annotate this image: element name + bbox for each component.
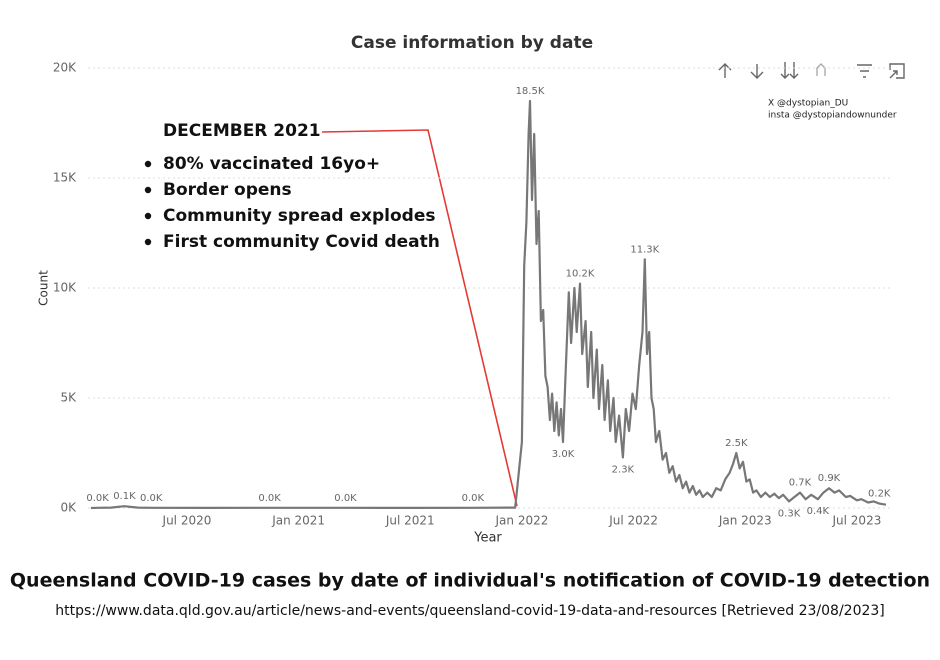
bullet-text: First community Covid death xyxy=(163,232,440,252)
data-label: 0.3K xyxy=(778,508,801,519)
x-tick-label: Jul 2021 xyxy=(385,514,435,528)
x-tick-label: Jul 2020 xyxy=(162,514,212,528)
data-label: 0.0K xyxy=(86,493,109,504)
bullet-text: Border opens xyxy=(163,180,292,200)
data-label: 0.7K xyxy=(789,478,812,489)
bullet-text: Community spread explodes xyxy=(163,206,436,226)
data-label: 18.5K xyxy=(516,86,545,97)
x-tick-label: Jul 2023 xyxy=(832,514,882,528)
bullet-dot xyxy=(144,238,152,246)
toolbar xyxy=(718,62,905,79)
data-label: 10.2K xyxy=(566,269,595,280)
icon-filter[interactable] xyxy=(857,64,872,78)
data-label: 0.1K xyxy=(113,491,136,502)
annotation-line xyxy=(321,129,518,507)
data-label: 0.0K xyxy=(334,493,357,504)
data-label: 0.0K xyxy=(140,493,163,504)
y-tick-label: 5K xyxy=(60,391,77,405)
data-label: 0.9K xyxy=(818,473,841,484)
data-label: 0.0K xyxy=(462,493,485,504)
data-label: 11.3K xyxy=(630,244,659,255)
y-tick-label: 15K xyxy=(53,171,77,185)
data-label: 2.5K xyxy=(725,438,748,449)
y-tick-label: 0K xyxy=(60,501,77,515)
caption: Queensland COVID-19 cases by date of ind… xyxy=(10,570,930,592)
x-tick-label: Jan 2021 xyxy=(271,514,325,528)
bullet-dot xyxy=(144,186,152,194)
chart-title: Case information by date xyxy=(351,33,593,53)
data-label: 3.0K xyxy=(552,449,575,460)
bullet-dot xyxy=(144,160,152,168)
watermark: X @dystopian_DU xyxy=(768,99,848,109)
data-label: 0.2K xyxy=(868,489,891,500)
x-tick-label: Jan 2023 xyxy=(718,514,772,528)
annotation-heading: DECEMBER 2021 xyxy=(163,121,321,141)
icon-focus[interactable] xyxy=(889,63,905,79)
y-tick-label: 10K xyxy=(53,281,77,295)
bullet-dot xyxy=(144,212,152,220)
watermark: insta @dystopiandownunder xyxy=(768,111,897,121)
icon-expand-all[interactable] xyxy=(780,62,799,79)
annotation-list: 80% vaccinated 16yo+ Border opens Communit… xyxy=(144,154,440,252)
bullet-text: 80% vaccinated 16yo+ xyxy=(163,154,380,174)
x-tick-label: Jul 2022 xyxy=(608,514,658,528)
icon-drill[interactable] xyxy=(816,63,826,76)
data-label: 0.0K xyxy=(258,493,281,504)
data-label: 0.4K xyxy=(807,506,830,517)
data-label: 2.3K xyxy=(612,464,635,475)
icon-up[interactable] xyxy=(718,63,732,78)
icon-down[interactable] xyxy=(750,64,764,79)
y-tick-label: 20K xyxy=(53,61,77,75)
x-axis-label: Year xyxy=(473,531,502,546)
source: https://www.data.qld.gov.au/article/news… xyxy=(55,603,885,619)
x-tick-label: Jan 2022 xyxy=(495,514,549,528)
series-line xyxy=(90,99,887,510)
y-axis-label: Count xyxy=(37,270,51,306)
